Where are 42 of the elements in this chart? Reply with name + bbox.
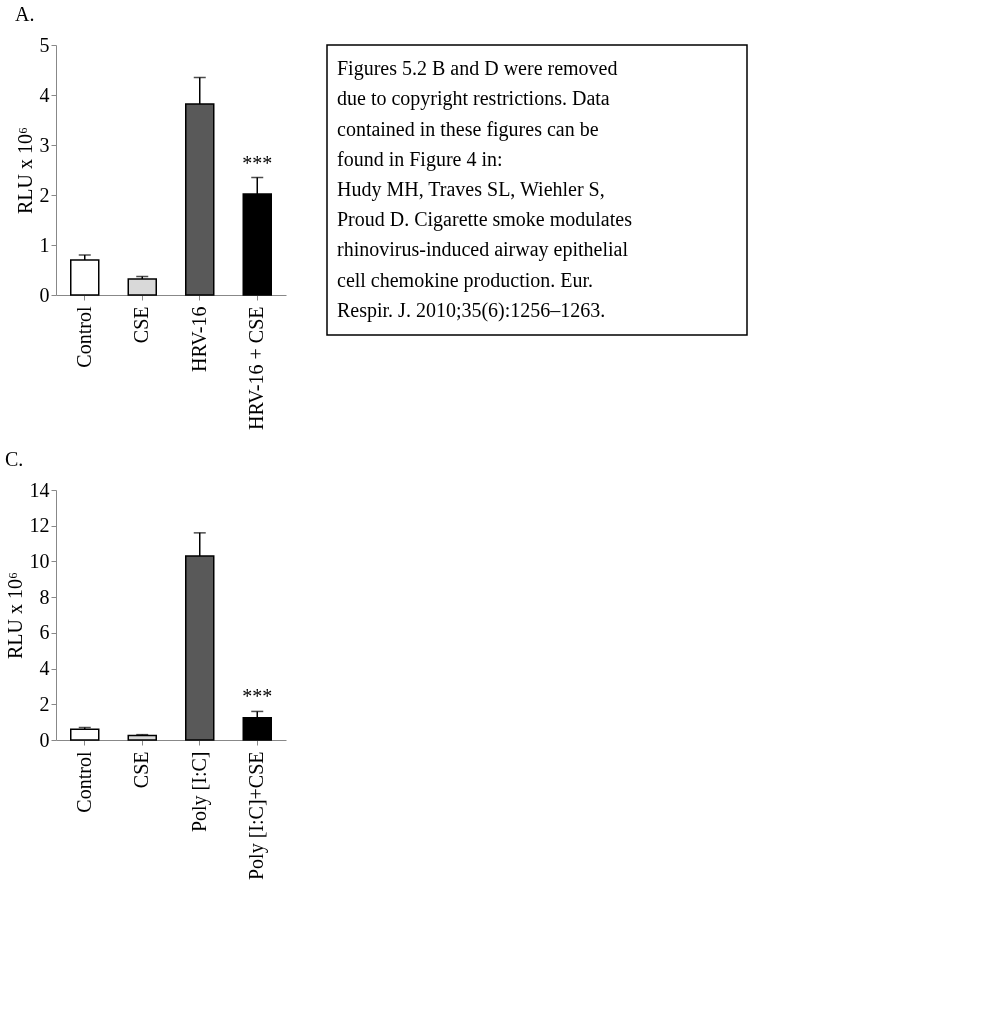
y-axis-title: RLU x 10⁶: [3, 571, 26, 659]
chart-title: C.: [5, 448, 24, 470]
text: Proud D. Cigarette smoke modulates: [337, 208, 633, 232]
x-tick-label: Control: [72, 751, 95, 813]
bar: [70, 728, 100, 741]
y-tick-label: 2: [39, 692, 50, 715]
bar: [242, 716, 272, 741]
bar: [127, 278, 157, 296]
text: Figures 5.2 B and D were removed: [337, 57, 618, 81]
y-tick-label: 2: [39, 183, 50, 206]
y-tick-label: 12: [29, 514, 50, 537]
text: cell chemokine production. Eur.: [337, 268, 594, 292]
y-tick-label: 0: [39, 283, 50, 306]
y-tick-label: 3: [39, 133, 50, 156]
annotation: ***: [242, 685, 273, 708]
text: due to copyright restrictions. Data: [337, 87, 610, 111]
text: rhinovirus-induced airway epithelial: [337, 238, 629, 262]
x-tick-label: HRV-16: [187, 306, 210, 372]
text: contained in these figures can be: [337, 117, 599, 141]
y-tick-label: 14: [29, 478, 50, 501]
y-tick-label: 6: [39, 621, 50, 644]
y-tick-label: 1: [39, 233, 50, 256]
x-tick-label: Poly [I:C]: [187, 751, 211, 833]
x-tick-label: Poly [I:C]+CSE: [245, 751, 269, 881]
y-tick-label: 0: [39, 728, 50, 751]
x-tick-label: HRV-16 + CSE: [245, 306, 268, 430]
chart-title: A.: [15, 3, 35, 25]
x-tick-label: Control: [72, 306, 95, 368]
text: found in Figure 4 in:: [337, 147, 503, 171]
x-tick-label: CSE: [130, 306, 153, 344]
y-tick-label: 8: [39, 585, 50, 608]
text: Hudy MH, Traves SL, Wiehler S,: [337, 178, 605, 201]
y-tick-label: 10: [29, 549, 50, 572]
y-tick-label: 4: [39, 657, 50, 680]
y-axis-title: RLU x 10⁶: [13, 126, 36, 214]
bar: [127, 734, 157, 741]
y-tick-label: 4: [39, 83, 50, 106]
text: Respir. J. 2010;35(6):1256–1263.: [337, 298, 606, 322]
annotation: ***: [242, 151, 273, 174]
x-tick-label: CSE: [130, 751, 153, 789]
y-tick-label: 5: [39, 33, 50, 56]
bar: [70, 259, 100, 296]
